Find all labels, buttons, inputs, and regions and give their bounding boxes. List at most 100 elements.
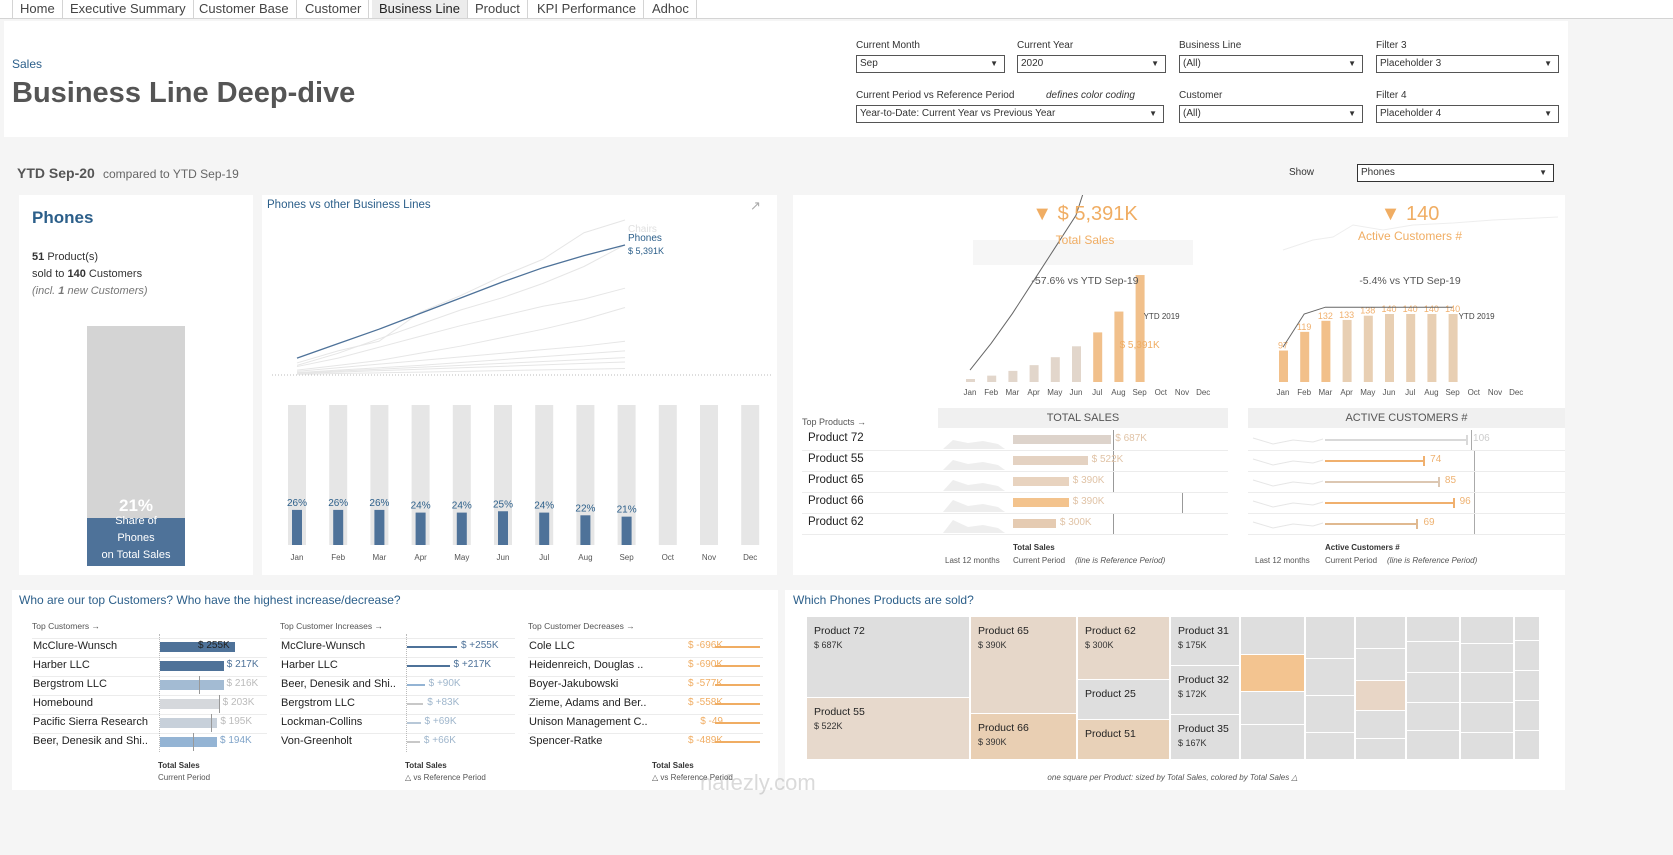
- treemap-cell[interactable]: [1461, 703, 1513, 732]
- share-bar-bg[interactable]: [452, 405, 471, 545]
- customer-name[interactable]: Harber LLC: [281, 659, 338, 671]
- top-products-label[interactable]: Top Products →: [802, 417, 867, 427]
- customers-month-bar[interactable]: [1406, 314, 1416, 382]
- treemap-cell[interactable]: Product 65 $ 390K: [971, 617, 1076, 713]
- treemap-cell[interactable]: [1356, 681, 1405, 710]
- increase-bar[interactable]: [407, 741, 420, 743]
- treemap-cell[interactable]: Product 25: [1078, 680, 1169, 719]
- customer-bar[interactable]: [160, 680, 224, 690]
- treemap-cell[interactable]: [1515, 671, 1539, 700]
- customer-name[interactable]: McClure-Wunsch: [33, 640, 118, 652]
- share-bar[interactable]: [539, 512, 550, 545]
- treemap-cell[interactable]: [1356, 711, 1405, 738]
- treemap-cell[interactable]: [1356, 649, 1405, 680]
- treemap-cell[interactable]: [1461, 644, 1513, 672]
- dec-customers-label[interactable]: Top Customer Decreases →: [528, 621, 635, 631]
- customer-dropdown[interactable]: (All) ▼: [1179, 105, 1363, 123]
- treemap-cell[interactable]: Product 55 $ 522K: [807, 698, 969, 759]
- treemap-cell[interactable]: [1461, 733, 1513, 759]
- customer-name[interactable]: Pacific Sierra Research: [33, 716, 148, 728]
- other-business-line[interactable]: [296, 361, 626, 375]
- product-name[interactable]: Product 62: [808, 516, 864, 528]
- treemap-cell[interactable]: Product 35 $ 167K: [1171, 715, 1239, 759]
- increase-bar[interactable]: [407, 722, 421, 724]
- customer-name[interactable]: Lockman-Collins: [281, 716, 363, 728]
- tab-customer-base[interactable]: Customer Base: [192, 0, 297, 18]
- sales-bar[interactable]: [1013, 456, 1088, 465]
- other-business-line[interactable]: [296, 287, 626, 368]
- treemap-cell[interactable]: [1356, 617, 1405, 648]
- share-bar-bg[interactable]: [700, 405, 718, 545]
- customers-bar[interactable]: [1325, 523, 1418, 525]
- customer-name[interactable]: Beer, Denesik and Shi..: [281, 678, 396, 690]
- customer-name[interactable]: Heidenreich, Douglas ..: [529, 659, 644, 671]
- sales-bar[interactable]: [1013, 519, 1056, 528]
- tab-home[interactable]: Home: [12, 0, 63, 18]
- treemap-cell[interactable]: Product 51: [1078, 720, 1169, 759]
- product-name[interactable]: Product 72: [808, 432, 864, 444]
- customers-month-bar[interactable]: [1300, 331, 1310, 382]
- share-bar[interactable]: [580, 515, 591, 545]
- decrease-bar[interactable]: [715, 684, 760, 686]
- treemap-cell[interactable]: [1306, 696, 1354, 732]
- sales-month-bar[interactable]: [1114, 311, 1124, 382]
- tab-business-line[interactable]: Business Line: [372, 0, 468, 18]
- customer-name[interactable]: McClure-Wunsch: [281, 640, 366, 652]
- share-bar[interactable]: [374, 509, 385, 545]
- treemap-cell[interactable]: [1407, 731, 1459, 759]
- treemap-cell[interactable]: [1515, 641, 1539, 670]
- show-dropdown[interactable]: Phones ▼: [1357, 164, 1554, 182]
- share-bar[interactable]: [456, 512, 467, 545]
- other-business-line[interactable]: [296, 244, 626, 366]
- sales-month-bar[interactable]: [1008, 370, 1018, 382]
- customers-month-bar[interactable]: [1342, 319, 1352, 382]
- sales-month-bar[interactable]: [987, 375, 997, 382]
- treemap-cell[interactable]: Product 31 $ 175K: [1171, 617, 1239, 665]
- customer-name[interactable]: Harber LLC: [33, 659, 90, 671]
- treemap-cell[interactable]: [1241, 692, 1304, 724]
- current-month-dropdown[interactable]: Sep ▼: [856, 55, 1005, 73]
- decrease-bar[interactable]: [715, 741, 760, 743]
- customers-month-bar[interactable]: [1321, 320, 1331, 382]
- share-bar[interactable]: [292, 509, 302, 545]
- customer-bar[interactable]: [160, 699, 220, 709]
- treemap-cell[interactable]: [1356, 739, 1405, 759]
- other-business-line[interactable]: [296, 357, 626, 374]
- other-business-line[interactable]: [296, 340, 626, 372]
- share-bar[interactable]: [333, 509, 344, 545]
- decrease-bar[interactable]: [715, 665, 760, 667]
- customer-name[interactable]: Homebound: [33, 697, 93, 709]
- customer-name[interactable]: Von-Greenholt: [281, 735, 352, 747]
- treemap-cell[interactable]: Product 62 $ 300K: [1078, 617, 1169, 679]
- increase-bar[interactable]: [407, 646, 457, 648]
- filter3-dropdown[interactable]: Placeholder 3 ▼: [1376, 55, 1559, 73]
- share-bar[interactable]: 21% Share of Phones on Total Sales: [87, 326, 185, 566]
- share-bar-bg[interactable]: [576, 405, 595, 545]
- customers-bar[interactable]: [1325, 502, 1454, 504]
- increase-bar[interactable]: [407, 684, 425, 686]
- customers-bar[interactable]: [1325, 460, 1425, 462]
- customer-bar[interactable]: [160, 737, 218, 747]
- product-name[interactable]: Product 55: [808, 453, 864, 465]
- customer-name[interactable]: Beer, Denesik and Shi..: [33, 735, 148, 747]
- period-dropdown[interactable]: Year-to-Date: Current Year vs Previous Y…: [856, 105, 1164, 123]
- customer-bar[interactable]: [160, 661, 224, 671]
- tab-adhoc[interactable]: Adhoc: [645, 0, 697, 18]
- treemap-cell[interactable]: [1515, 701, 1539, 730]
- tab-customer[interactable]: Customer: [298, 0, 370, 18]
- share-bar-bg[interactable]: [658, 405, 677, 545]
- sales-month-bar[interactable]: [1050, 357, 1060, 382]
- other-business-line[interactable]: [296, 350, 626, 374]
- increase-bar[interactable]: [407, 703, 424, 705]
- customers-month-bar[interactable]: [1448, 314, 1458, 382]
- share-bar[interactable]: [498, 511, 508, 545]
- customer-name[interactable]: Boyer-Jakubowski: [529, 678, 619, 690]
- inc-customers-label[interactable]: Top Customer Increases →: [280, 621, 383, 631]
- customers-month-bar[interactable]: [1385, 314, 1394, 382]
- customers-bar[interactable]: [1325, 481, 1439, 483]
- customer-name[interactable]: Spencer-Ratke: [529, 735, 603, 747]
- sales-month-bar[interactable]: [1029, 365, 1039, 382]
- top-customers-label[interactable]: Top Customers →: [32, 621, 101, 631]
- sales-bar[interactable]: [1013, 435, 1112, 444]
- share-bar-bg[interactable]: [617, 405, 636, 545]
